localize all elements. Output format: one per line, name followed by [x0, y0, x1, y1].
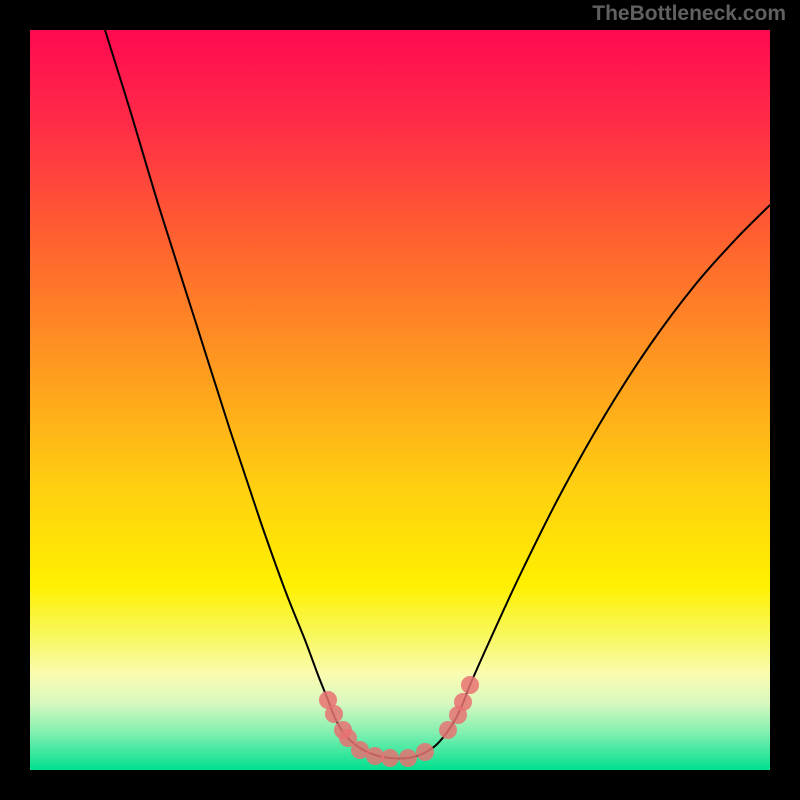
valley-marker: [454, 693, 472, 711]
watermark-text: TheBottleneck.com: [592, 2, 786, 26]
valley-marker: [416, 743, 434, 761]
valley-marker: [399, 749, 417, 767]
valley-marker: [381, 749, 399, 767]
chart-plot-area: [30, 30, 770, 770]
valley-marker: [439, 721, 457, 739]
valley-marker: [325, 705, 343, 723]
valley-marker: [461, 676, 479, 694]
bottleneck-curve-chart: [30, 30, 770, 770]
gradient-background: [30, 30, 770, 770]
